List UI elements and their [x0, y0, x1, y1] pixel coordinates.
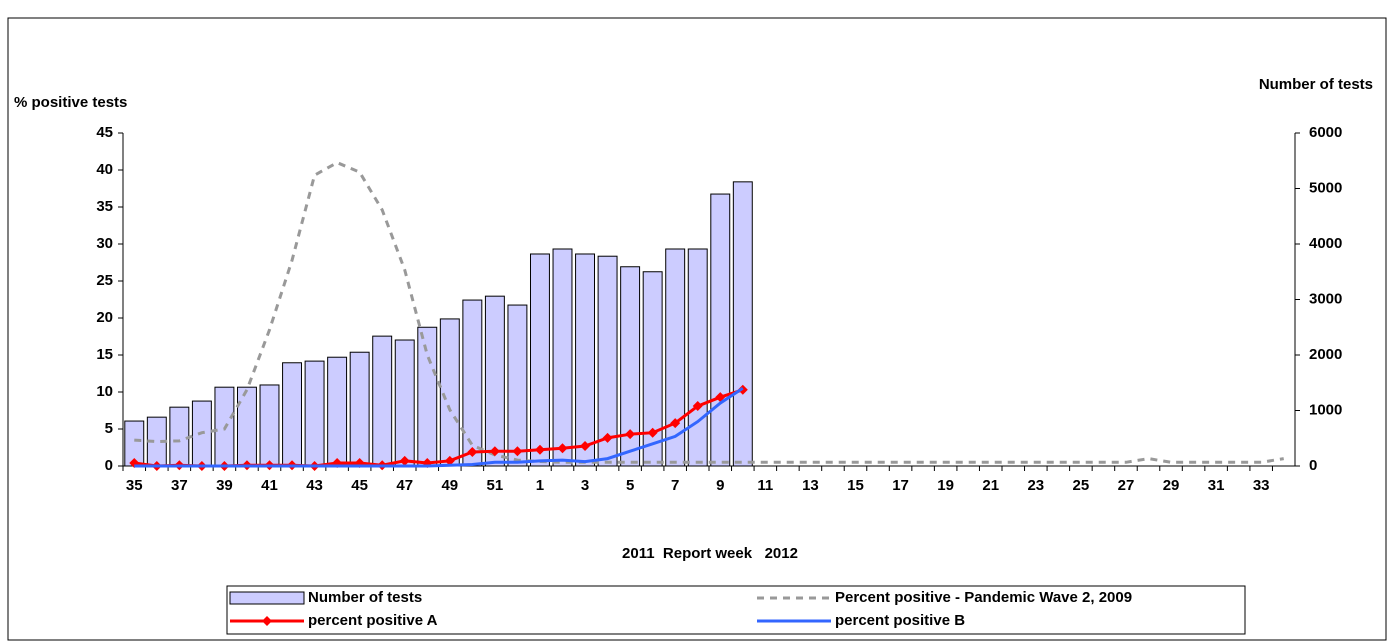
y2-tick-label: 2000 [1309, 346, 1342, 363]
x-tick-label: 49 [441, 477, 458, 494]
line-marker [670, 418, 681, 429]
legend-label: Number of tests [308, 589, 422, 606]
line-marker [399, 455, 410, 466]
x-tick-label: 47 [396, 477, 413, 494]
bar [507, 304, 528, 467]
bar [552, 248, 573, 467]
x-tick-label: 3 [581, 477, 589, 494]
y2-tick-label: 6000 [1309, 124, 1342, 141]
y2-axis-title: Number of tests [1259, 76, 1373, 93]
y-tick-label: 0 [105, 457, 113, 474]
x-tick-label: 23 [1027, 477, 1044, 494]
bar [349, 351, 370, 467]
x-tick-label: 13 [802, 477, 819, 494]
y-tick-label: 15 [96, 346, 113, 363]
line-series [134, 387, 744, 468]
x-tick-label: 11 [757, 477, 773, 494]
line-marker [557, 443, 568, 454]
x-tick-label: 29 [1163, 477, 1180, 494]
legend-label: percent positive B [835, 612, 965, 629]
legend-marker [262, 616, 272, 626]
x-tick-label: 15 [847, 477, 864, 494]
x-tick-label: 35 [126, 477, 143, 494]
x-tick-label: 25 [1073, 477, 1090, 494]
x-tick-label: 1 [536, 477, 544, 494]
y2-tick-label: 1000 [1309, 401, 1342, 418]
x-tick-label: 51 [487, 477, 504, 494]
x-tick-label: 33 [1253, 477, 1270, 494]
x-tick-label: 5 [626, 477, 634, 494]
y2-tick-label: 3000 [1309, 290, 1342, 307]
y2-tick-label: 5000 [1309, 179, 1342, 196]
x-tick-label: 41 [261, 477, 278, 494]
bar [372, 335, 393, 467]
line-marker [467, 446, 478, 457]
bar [529, 253, 550, 467]
bar [687, 248, 708, 467]
bar [169, 406, 190, 467]
line-marker [602, 432, 613, 443]
bar [439, 318, 460, 467]
x-tick-label: 9 [716, 477, 724, 494]
x-tick-label: 27 [1118, 477, 1135, 494]
x-tick-label: 19 [937, 477, 954, 494]
bar [304, 360, 325, 467]
bar [710, 193, 731, 467]
legend-swatch [229, 591, 305, 605]
bar [484, 295, 505, 467]
y-tick-label: 40 [96, 161, 113, 178]
line-marker [512, 446, 523, 457]
legend-label: percent positive A [308, 612, 438, 629]
y-tick-label: 20 [96, 309, 113, 326]
y-axis-title: % positive tests [14, 94, 127, 111]
x-tick-label: 17 [892, 477, 909, 494]
x-tick-label: 45 [351, 477, 368, 494]
y2-tick-label: 0 [1309, 457, 1317, 474]
line-marker [580, 441, 591, 452]
y-tick-label: 25 [96, 272, 113, 289]
line-marker [625, 429, 636, 440]
y-tick-label: 5 [105, 420, 113, 437]
bar [327, 356, 348, 467]
bar [259, 384, 280, 467]
x-tick-label: 39 [216, 477, 233, 494]
x-tick-label: 37 [171, 477, 188, 494]
line-marker [489, 446, 500, 457]
x-axis-title: 2011 Report week 2012 [622, 545, 798, 562]
line-series [134, 160, 1284, 464]
y-tick-label: 35 [96, 198, 113, 215]
bar [236, 386, 257, 467]
bar [394, 339, 415, 467]
y-tick-label: 10 [96, 383, 113, 400]
line-marker [534, 444, 545, 455]
bar [732, 181, 753, 467]
bar [575, 253, 596, 467]
y-tick-label: 30 [96, 235, 113, 252]
line-marker [692, 401, 703, 412]
y2-tick-label: 4000 [1309, 235, 1342, 252]
line-marker [444, 455, 455, 466]
bar [462, 299, 483, 467]
x-tick-label: 31 [1208, 477, 1225, 494]
x-tick-label: 43 [306, 477, 323, 494]
line-marker [647, 427, 658, 438]
y-tick-label: 45 [96, 124, 113, 141]
x-tick-label: 7 [671, 477, 679, 494]
legend-label: Percent positive - Pandemic Wave 2, 2009 [835, 589, 1132, 606]
bar [417, 326, 438, 467]
bar [282, 362, 303, 467]
legend-box [226, 585, 1246, 635]
x-tick-label: 21 [982, 477, 999, 494]
